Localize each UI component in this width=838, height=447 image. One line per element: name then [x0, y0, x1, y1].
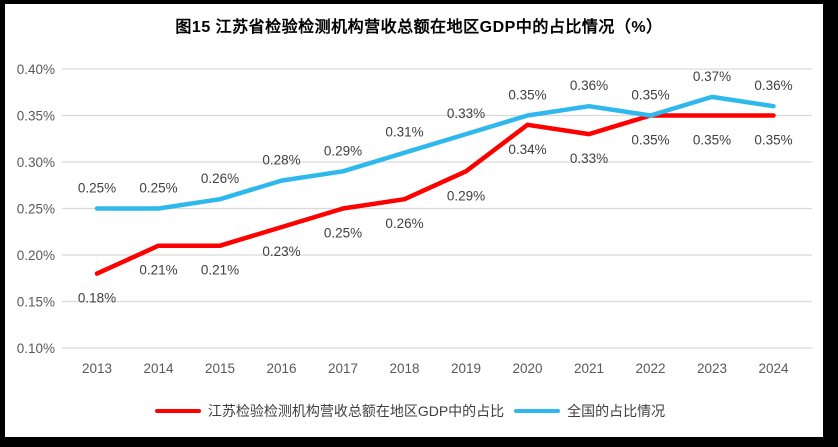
data-label-national: 0.28%: [262, 153, 300, 168]
data-label-national: 0.31%: [385, 125, 423, 140]
data-label-jiangsu: 0.21%: [139, 263, 177, 278]
y-axis-tick-label: 0.30%: [17, 155, 55, 170]
data-label-jiangsu: 0.23%: [262, 244, 300, 259]
data-label-jiangsu: 0.25%: [324, 226, 362, 241]
y-axis-tick-label: 0.10%: [17, 341, 55, 356]
data-label-jiangsu: 0.35%: [693, 133, 731, 148]
x-axis-tick-label: 2021: [574, 361, 604, 376]
y-axis-tick-label: 0.15%: [17, 294, 55, 309]
x-axis-tick-label: 2013: [82, 361, 112, 376]
data-label-jiangsu: 0.21%: [201, 263, 239, 278]
x-axis-tick-label: 2022: [635, 361, 665, 376]
frame-edge-right: [823, 0, 838, 447]
data-label-national: 0.36%: [570, 78, 608, 93]
x-axis-tick-label: 2016: [266, 361, 296, 376]
data-label-jiangsu: 0.34%: [508, 142, 546, 157]
data-label-jiangsu: 0.18%: [78, 291, 116, 306]
chart-title: 图15 江苏省检验检测机构营收总额在地区GDP中的占比情况（%）: [175, 19, 663, 36]
y-axis-tick-label: 0.25%: [17, 201, 55, 216]
legend-label-national: 全国的占比情况: [567, 403, 666, 419]
chart-legend: 江苏检验检测机构营收总额在地区GDP中的占比 全国的占比情况: [0, 401, 820, 421]
x-axis-tick-label: 2023: [697, 361, 727, 376]
x-axis-tick-label: 2020: [512, 361, 542, 376]
data-label-jiangsu: 0.29%: [447, 188, 485, 203]
y-axis-tick-label: 0.35%: [17, 108, 55, 123]
series-line-jiangsu: [94, 113, 776, 276]
data-label-national: 0.35%: [631, 88, 669, 103]
data-label-national: 0.25%: [78, 181, 116, 196]
data-label-jiangsu: 0.33%: [570, 151, 608, 166]
x-axis-tick-label: 2014: [143, 361, 174, 376]
x-axis-tick-label: 2024: [758, 361, 789, 376]
data-label-jiangsu: 0.35%: [631, 133, 669, 148]
data-label-national: 0.33%: [447, 106, 485, 121]
legend-label-jiangsu: 江苏检验检测机构营收总额在地区GDP中的占比: [207, 403, 505, 419]
y-axis-tick-label: 0.20%: [17, 248, 55, 263]
data-label-national: 0.29%: [324, 143, 362, 158]
legend-item-jiangsu: 江苏检验检测机构营收总额在地区GDP中的占比: [154, 401, 505, 421]
x-axis-tick-label: 2019: [451, 361, 481, 376]
y-axis-tick-label: 0.40%: [17, 62, 55, 77]
data-label-national: 0.37%: [693, 69, 731, 84]
legend-item-national: 全国的占比情况: [514, 401, 665, 421]
x-axis-tick-label: 2017: [328, 361, 358, 376]
data-label-jiangsu: 0.35%: [754, 133, 792, 148]
legend-swatch-jiangsu-line: [154, 409, 201, 413]
data-label-national: 0.26%: [201, 171, 239, 186]
series-line-national: [94, 94, 776, 211]
data-label-national: 0.35%: [508, 88, 546, 103]
x-axis-tick-label: 2015: [205, 361, 235, 376]
frame-edge-top: [0, 0, 838, 4]
data-label-jiangsu: 0.26%: [385, 216, 423, 231]
legend-swatch-national-line: [514, 409, 561, 413]
frame-edge-left: [0, 0, 5, 447]
frame-edge-bottom: [0, 437, 838, 447]
data-label-national: 0.36%: [754, 78, 792, 93]
data-label-national: 0.25%: [139, 181, 177, 196]
x-axis-tick-label: 2018: [389, 361, 419, 376]
